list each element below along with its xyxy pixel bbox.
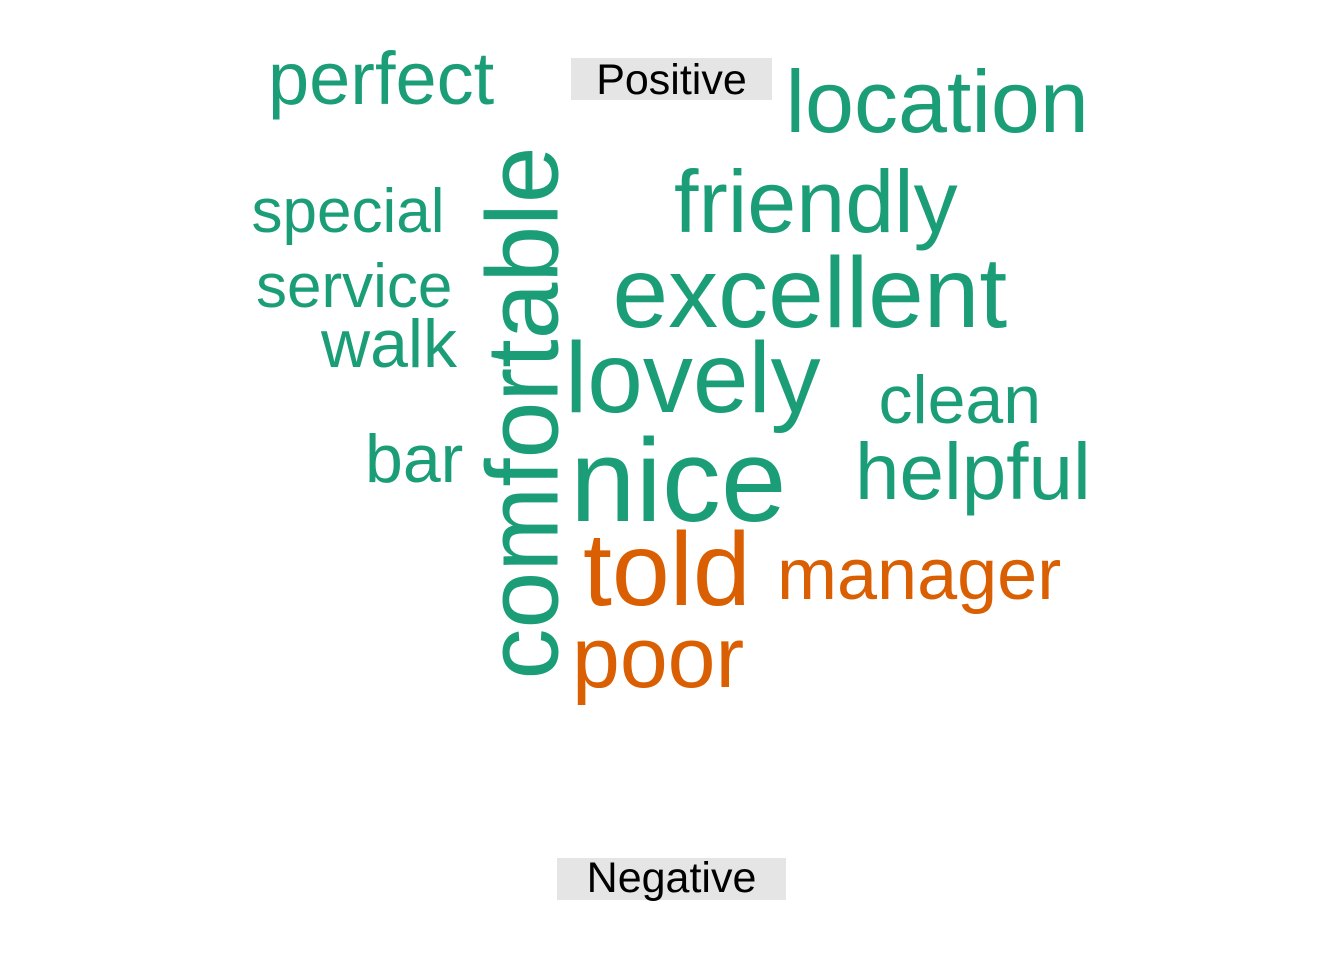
word-lovely: lovely bbox=[565, 321, 821, 434]
word-nice: nice bbox=[570, 415, 787, 548]
word-location: location bbox=[785, 51, 1089, 151]
word-friendly: friendly bbox=[674, 151, 958, 251]
word-helpful: helpful bbox=[855, 427, 1091, 517]
word-special: special bbox=[251, 176, 445, 246]
word-clean: clean bbox=[878, 361, 1042, 438]
word-comfortable: comfortable bbox=[464, 146, 579, 680]
word-manager: manager bbox=[777, 535, 1062, 616]
word-service: service bbox=[256, 251, 453, 321]
word-poor: poor bbox=[572, 610, 745, 707]
word-bar: bar bbox=[365, 420, 464, 497]
group-label-negative: Negative bbox=[557, 857, 786, 900]
word-excellent: excellent bbox=[612, 236, 1008, 349]
word-told: told bbox=[583, 512, 751, 629]
word-walk: walk bbox=[321, 305, 458, 382]
group-label-positive: Positive bbox=[571, 58, 772, 102]
word-perfect: perfect bbox=[268, 37, 495, 121]
